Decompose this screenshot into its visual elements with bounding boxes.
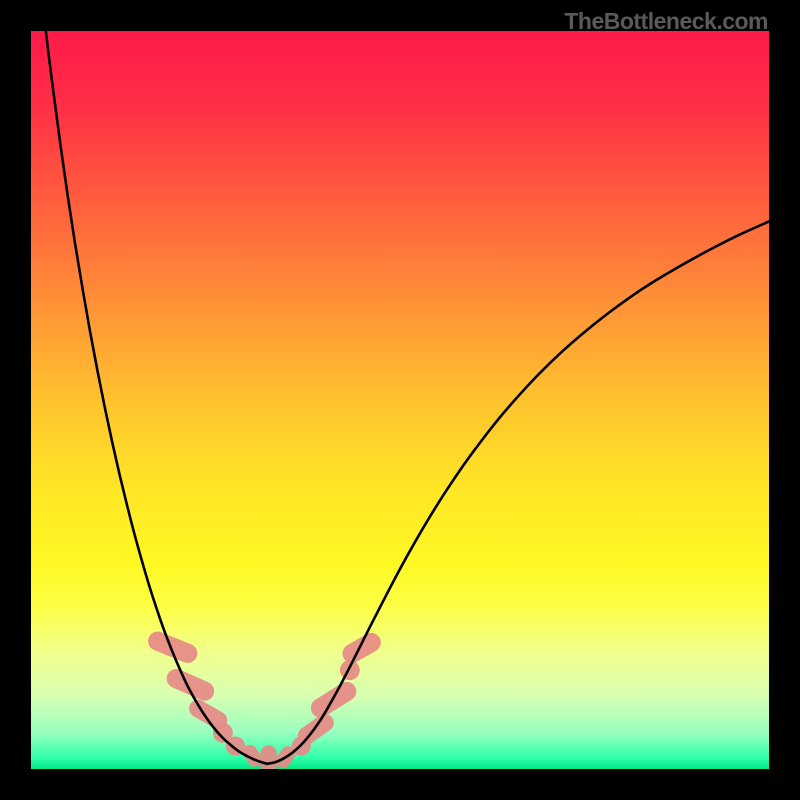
watermark-text: TheBottleneck.com [564,8,768,35]
plot-area [31,31,769,769]
gradient-background [31,31,769,769]
chart-frame: TheBottleneck.com [0,0,800,800]
bottleneck-chart-svg [31,31,769,769]
